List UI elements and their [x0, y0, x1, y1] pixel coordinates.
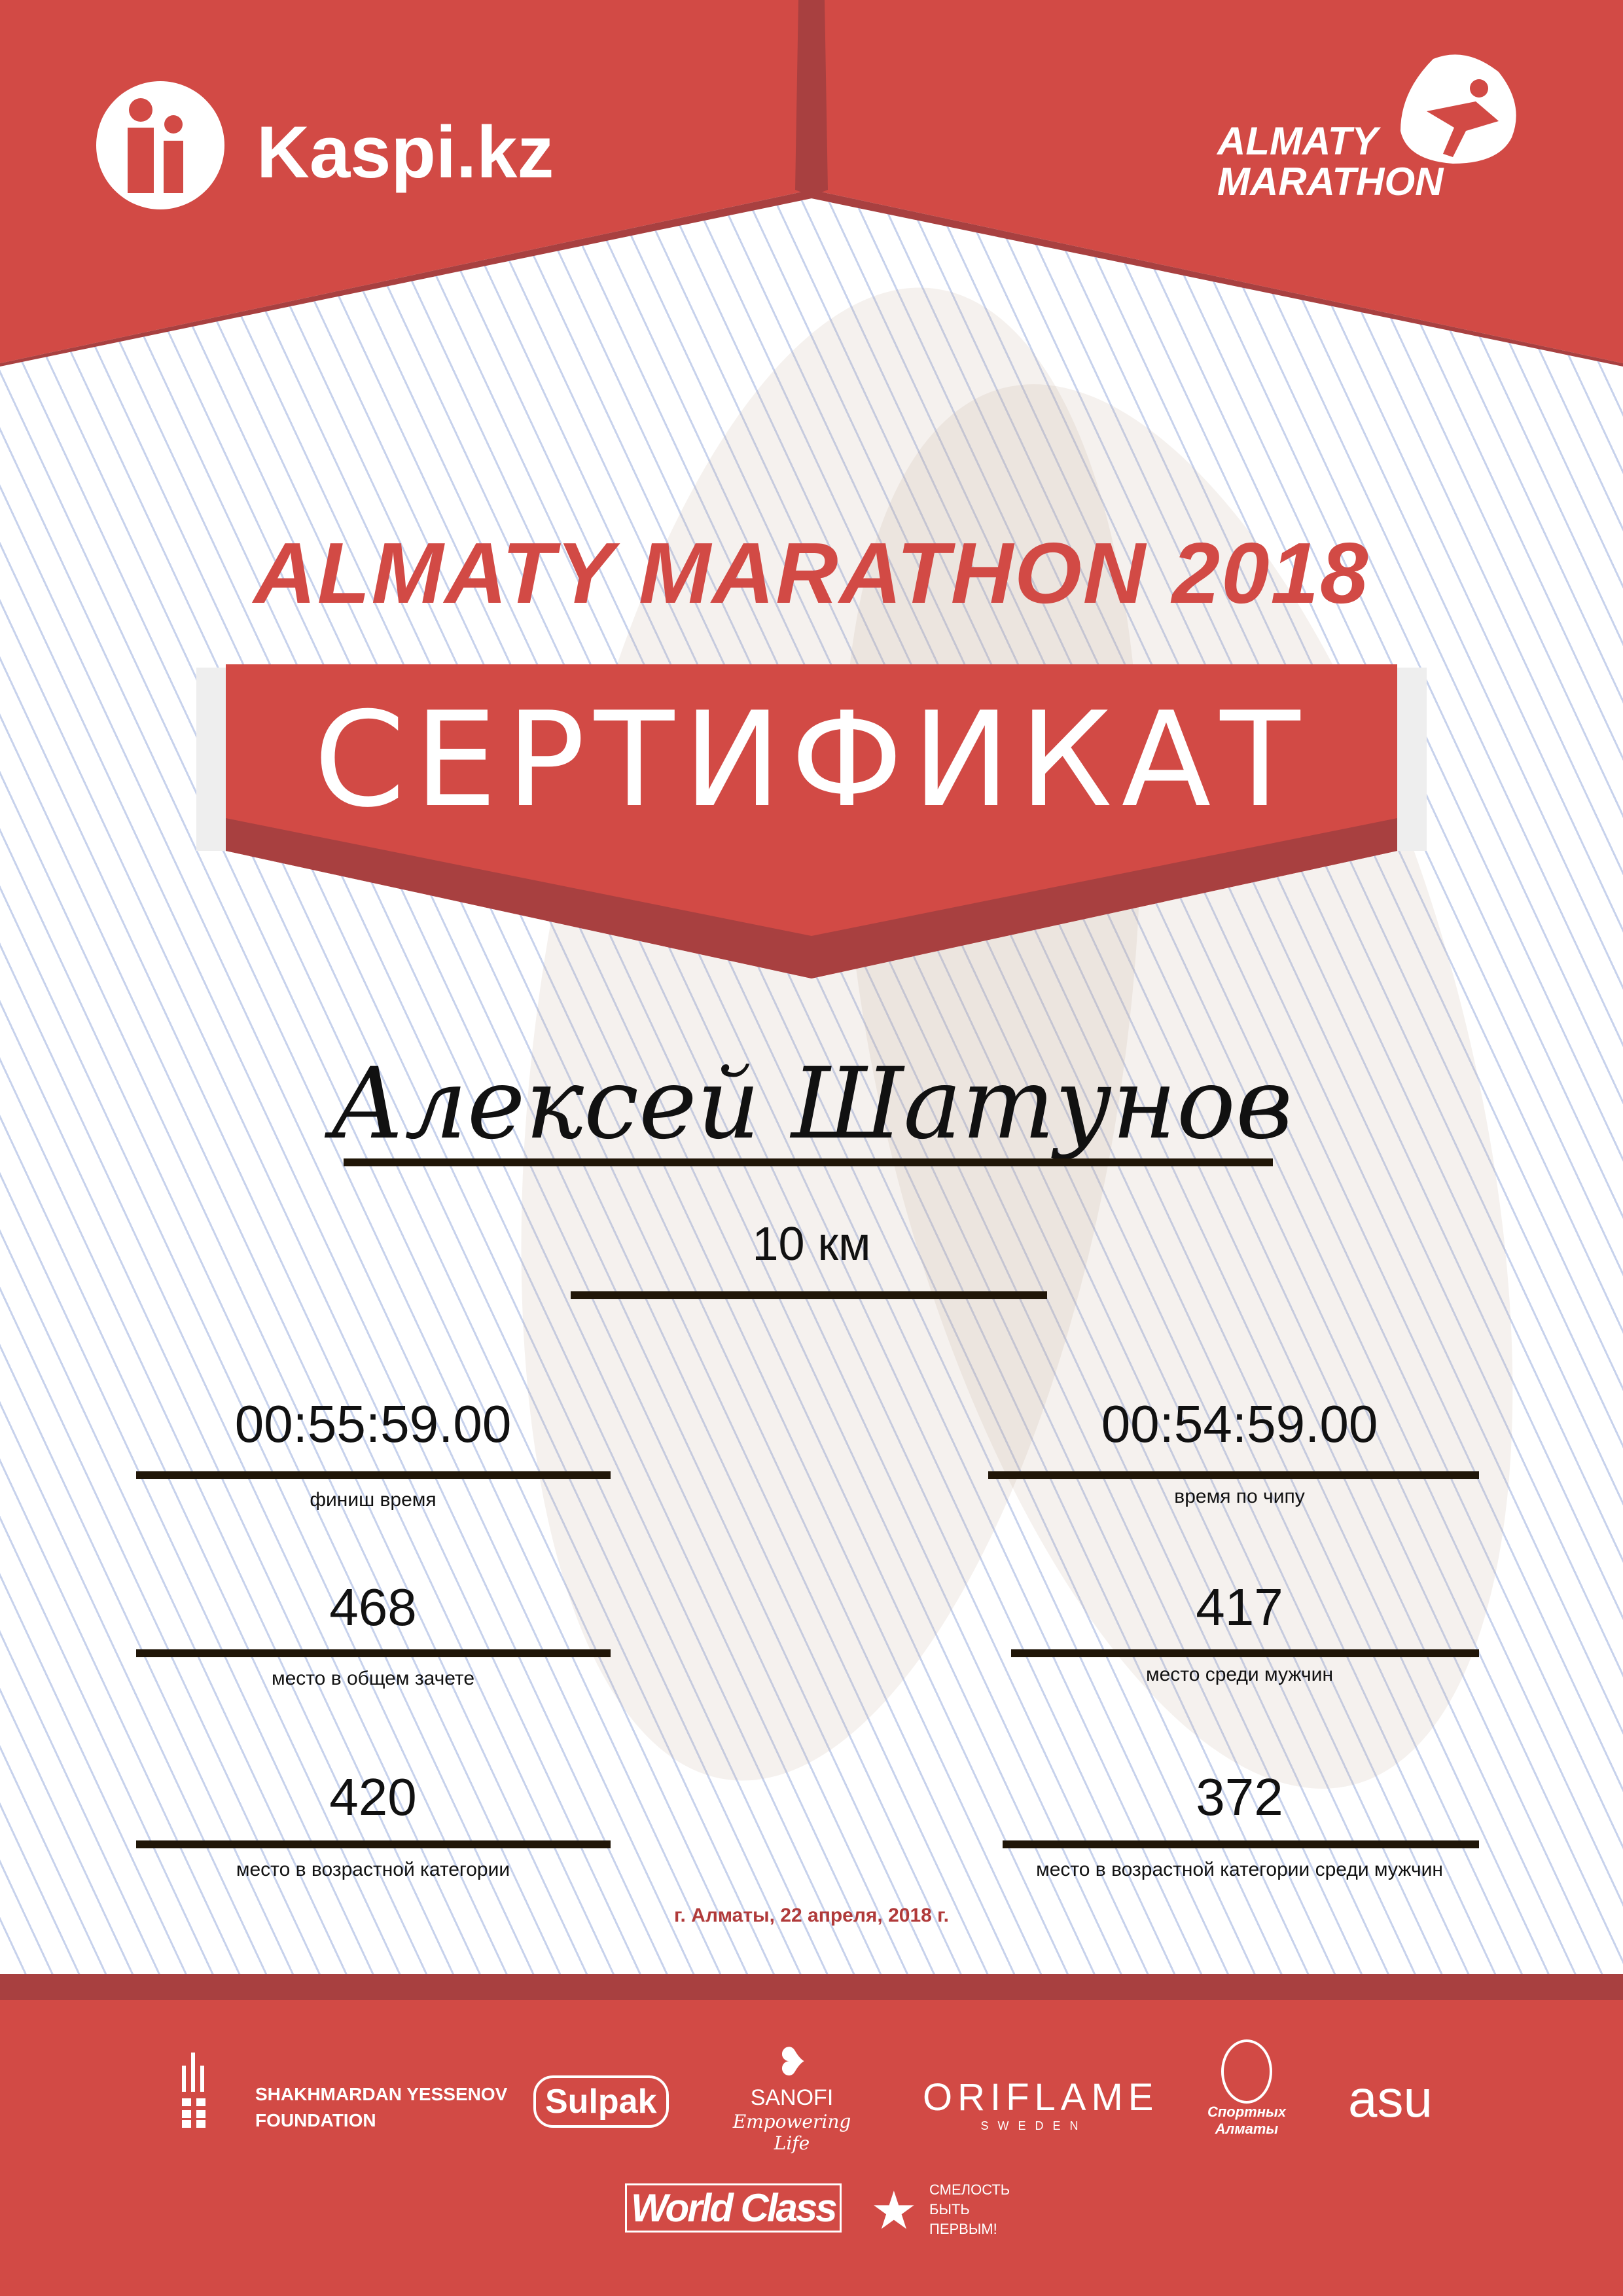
date-line: г. Алматы, 22 апреля, 2018 г. [674, 1905, 949, 1926]
sanofi-name: SANOFI [750, 2085, 834, 2110]
sport-almaty-line-1: Спортных [1207, 2104, 1287, 2120]
distance: 10 км [752, 1218, 871, 1270]
sulpak-logo: Sulpak [533, 2075, 669, 2128]
male-place-label: место среди мужчин [1145, 1664, 1334, 1685]
sanofi-tagline: Empowering Life [732, 2111, 851, 2154]
background-stripes [0, 0, 1623, 1974]
name-underline [344, 1158, 1273, 1166]
chip-time-value: 00:54:59.00 [1101, 1395, 1378, 1453]
rule [988, 1471, 1479, 1479]
yessenov-line-1: SHAKHMARDAN YESSENOV [255, 2084, 508, 2104]
overall-place-value: 468 [329, 1578, 417, 1636]
sport-almaty-emblem-icon [1221, 2039, 1272, 2104]
rule [136, 1649, 611, 1657]
oriflame-logo: ORIFLAME SWEDEN [923, 2075, 1159, 2133]
oriflame-name: ORIFLAME [923, 2076, 1159, 2119]
rule [136, 1840, 611, 1848]
event-title: ALMATY MARATHON 2018 [253, 525, 1370, 621]
rule [1011, 1649, 1479, 1657]
age-place-value: 420 [329, 1768, 417, 1826]
finish-time-value: 00:55:59.00 [234, 1395, 512, 1453]
runner-figure-icon: ★ [870, 2181, 918, 2240]
logo-line-2: MARATHON [1217, 160, 1444, 204]
smelost-line-3: ПЕРВЫМ! [929, 2221, 997, 2237]
smelost-line-1: СМЕЛОСТЬ [929, 2181, 1010, 2198]
sport-almaty-line-2: Алматы [1215, 2121, 1279, 2137]
male-place-value: 417 [1196, 1578, 1283, 1636]
almaty-marathon-logo: ALMATY MARATHON [1211, 56, 1525, 213]
sanofi-logo: ❥ SANOFI Empowering Life [726, 2039, 857, 2154]
sport-almaty-logo: Спортных Алматы [1198, 2039, 1296, 2138]
finish-time-label: финиш время [310, 1489, 437, 1511]
certificate-heading: СЕРТИФИКАТ [313, 684, 1310, 836]
sponsor-footer: SHAKHMARDAN YESSENOV FOUNDATION Sulpak ❥ … [0, 2000, 1623, 2296]
rule [1003, 1840, 1479, 1848]
yessenov-logo: SHAKHMARDAN YESSENOV FOUNDATION [182, 2053, 507, 2131]
yessenov-bars-icon [182, 2053, 205, 2128]
age-place-label: место в возрастной категории [236, 1859, 510, 1880]
yessenov-line-2: FOUNDATION [255, 2110, 376, 2130]
distance-underline [571, 1291, 1047, 1299]
logo-line-1: ALMATY [1217, 119, 1378, 163]
smelost-line-2: БЫТЬ [929, 2201, 970, 2217]
age-male-place-value: 372 [1196, 1768, 1283, 1826]
footer-band [0, 1974, 1623, 2000]
chip-time-label: время по чипу [1174, 1486, 1305, 1507]
sanofi-icon: ❥ [775, 2040, 809, 2084]
asu-logo: asu [1348, 2070, 1433, 2128]
kaspi-logo: Kaspi.kz [257, 111, 554, 193]
age-male-place-label: место в возрастной категории среди мужчи… [1036, 1859, 1443, 1880]
oriflame-sub: SWEDEN [980, 2119, 1088, 2132]
overall-place-label: место в общем зачете [271, 1668, 475, 1689]
rule [136, 1471, 611, 1479]
participant-name: Алексей Шатунов [330, 1047, 1293, 1161]
world-class-logo: World Class [625, 2183, 842, 2233]
